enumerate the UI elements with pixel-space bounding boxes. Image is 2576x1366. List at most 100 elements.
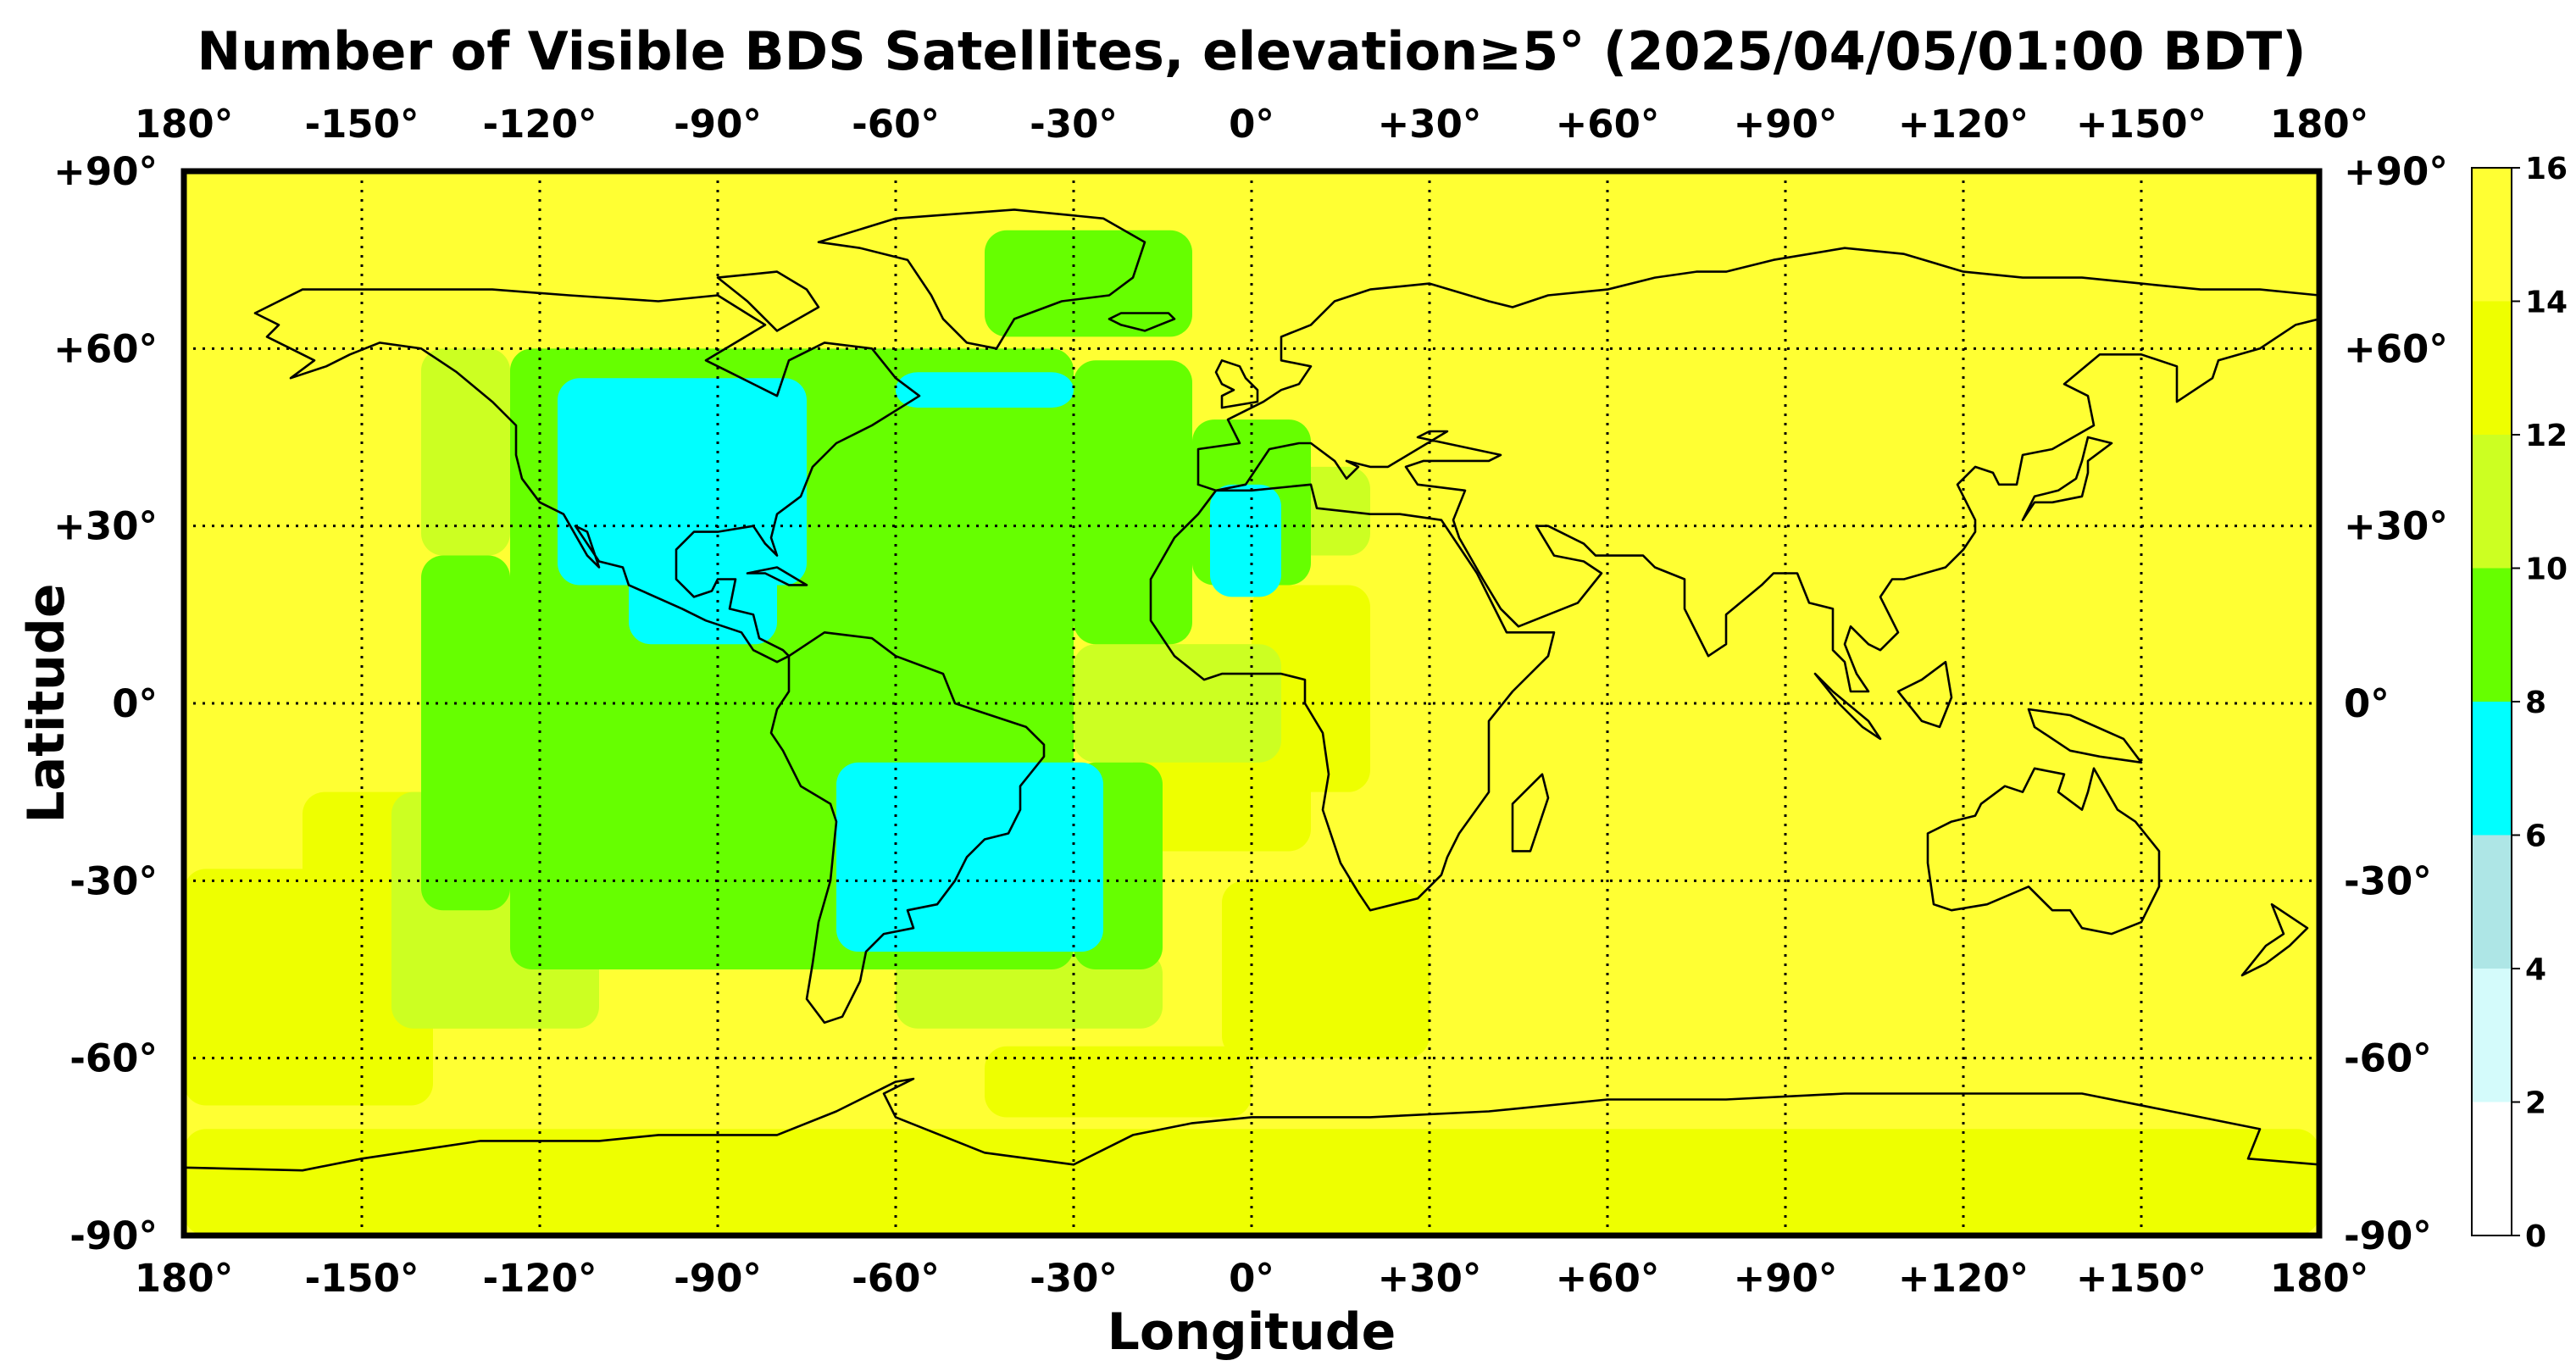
heat-region-13 (1074, 360, 1192, 645)
lat-tick-label-left: +60° (53, 326, 158, 371)
lon-tick-label-bottom: +90° (1734, 1256, 1838, 1301)
lon-tick-label-top: +60° (1556, 102, 1660, 147)
lon-tick-label-bottom: 180° (135, 1256, 233, 1301)
lon-tick-label-bottom: -30° (1030, 1256, 1118, 1301)
lon-tick-label-top: -60° (852, 102, 940, 147)
colorbar-tick-label: 0 (2525, 1219, 2546, 1254)
coast-iceland (1108, 312, 1176, 332)
coast-japan (2021, 436, 2113, 522)
lat-tick-label-right: +90° (2344, 149, 2448, 194)
heat-region-20 (896, 372, 1074, 408)
coast-greenland (817, 208, 1146, 350)
colorbar-segment (2472, 568, 2512, 702)
coast-antarctica (184, 1077, 2319, 1172)
colorbar-segment (2472, 835, 2512, 969)
coast-sumatra (1813, 672, 1882, 741)
heat-region-6 (1222, 880, 1430, 1058)
lon-tick-label-bottom: +30° (1378, 1256, 1482, 1301)
latitude-ticks-right: +90° +60° +30° 0° -30° -60° -90° (2344, 149, 2448, 1258)
colorbar-tick-label: 8 (2525, 686, 2546, 720)
colorbar-tick-label: 2 (2525, 1086, 2546, 1121)
coast-britain (1214, 358, 1259, 409)
coast-north-america (253, 288, 921, 664)
heat-region-18 (558, 378, 807, 586)
heat-region-19 (629, 555, 777, 645)
colorbar-segment (2472, 702, 2512, 836)
lat-tick-label-right: 0° (2344, 681, 2390, 726)
lat-tick-label-right: +30° (2344, 504, 2448, 549)
graticule-grid (184, 171, 2319, 1236)
map-frame (180, 168, 2323, 1239)
colorbar-segment (2472, 168, 2512, 302)
coast-borneo (1896, 660, 1953, 729)
lon-tick-label-top: -150° (304, 102, 419, 147)
lon-tick-label-bottom: -60° (852, 1256, 940, 1301)
heat-region-3 (985, 1046, 1252, 1118)
heat-region-9 (1074, 644, 1281, 763)
lon-tick-label-bottom: +150° (2076, 1256, 2207, 1301)
lon-tick-label-top: +30° (1378, 102, 1482, 147)
latitude-ticks-left: +90° +60° +30° 0° -30° -60° -90° (53, 149, 158, 1258)
colorbar-tick-label: 16 (2525, 152, 2568, 186)
heat-region-21 (1210, 484, 1281, 597)
heat-region-8 (896, 952, 1163, 1029)
lat-tick-label-left: +30° (53, 504, 158, 549)
colorbar-tick-label: 14 (2525, 286, 2568, 320)
colorbar: 0 2 4 6 8 10 12 14 16 (2471, 152, 2568, 1254)
lon-tick-label-bottom: 180° (2270, 1256, 2368, 1301)
lon-tick-label-top: -30° (1030, 102, 1118, 147)
lon-tick-label-top: +150° (2076, 102, 2207, 147)
lon-tick-label-bottom: +60° (1556, 1256, 1660, 1301)
coast-new-guinea (2027, 708, 2143, 764)
coastlines (184, 208, 2319, 1172)
heat-region-17 (985, 230, 1192, 337)
coast-new-zealand (2240, 902, 2309, 977)
lon-tick-label-top: 180° (135, 102, 233, 147)
lon-tick-label-bottom: -120° (482, 1256, 597, 1301)
coast-africa (1149, 483, 1556, 912)
colorbar-segment (2472, 435, 2512, 569)
x-axis-label: Longitude (1108, 1302, 1396, 1362)
lon-tick-label-top: +120° (1898, 102, 2029, 147)
lat-tick-label-right: -60° (2344, 1036, 2432, 1081)
colorbar-tick-label: 10 (2525, 553, 2568, 587)
heat-region-11 (421, 348, 510, 556)
lon-tick-label-bottom: +120° (1898, 1256, 2029, 1301)
coast-madagascar (1511, 773, 1550, 852)
heat-region-16 (421, 555, 510, 911)
colorbar-tick-label: 4 (2525, 952, 2546, 987)
coast-south-america (769, 630, 1046, 1024)
longitude-ticks-bottom: 180° -150° -120° -90° -60° -30° 0° +30° +60° +90°… (135, 1256, 2368, 1301)
lat-tick-label-left: +90° (53, 149, 158, 194)
map-plot-area (180, 168, 2323, 1239)
lon-tick-label-top: -120° (482, 102, 597, 147)
colorbar-tick-label: 6 (2525, 819, 2546, 854)
lon-tick-label-bottom: -150° (304, 1256, 419, 1301)
lon-tick-label-top: -90° (674, 102, 762, 147)
colorbar-tick-label: 12 (2525, 419, 2568, 453)
lon-tick-label-top: 0° (1229, 102, 1274, 147)
lat-tick-label-right: -90° (2344, 1213, 2432, 1258)
lon-tick-label-bottom: 0° (1229, 1256, 1274, 1301)
lat-tick-label-right: -30° (2344, 858, 2432, 903)
lat-tick-label-right: +60° (2344, 326, 2448, 371)
coast-baffin (716, 270, 820, 332)
coast-eurasia (1196, 247, 2319, 486)
lon-tick-label-bottom: -90° (674, 1256, 762, 1301)
y-axis-label: Latitude (17, 583, 76, 823)
coast-australia (1926, 767, 2161, 936)
lat-tick-label-left: -90° (69, 1213, 158, 1258)
colorbar-segment (2472, 969, 2512, 1102)
longitude-ticks-top: 180° -150° -120° -90° -60° -30° 0° +30° +60° +90°… (135, 102, 2368, 147)
heat-region-22 (836, 762, 1103, 952)
coast-asia-south (1196, 318, 2319, 693)
lat-tick-label-left: -60° (69, 1036, 158, 1081)
lon-tick-label-top: 180° (2270, 102, 2368, 147)
colorbar-segment (2472, 1102, 2512, 1236)
lon-tick-label-top: +90° (1734, 102, 1838, 147)
coast-cuba (746, 566, 808, 586)
map-title: Number of Visible BDS Satellites, elevat… (197, 20, 2306, 82)
heat-region-0 (184, 1129, 2319, 1236)
lat-tick-label-left: 0° (112, 681, 158, 726)
